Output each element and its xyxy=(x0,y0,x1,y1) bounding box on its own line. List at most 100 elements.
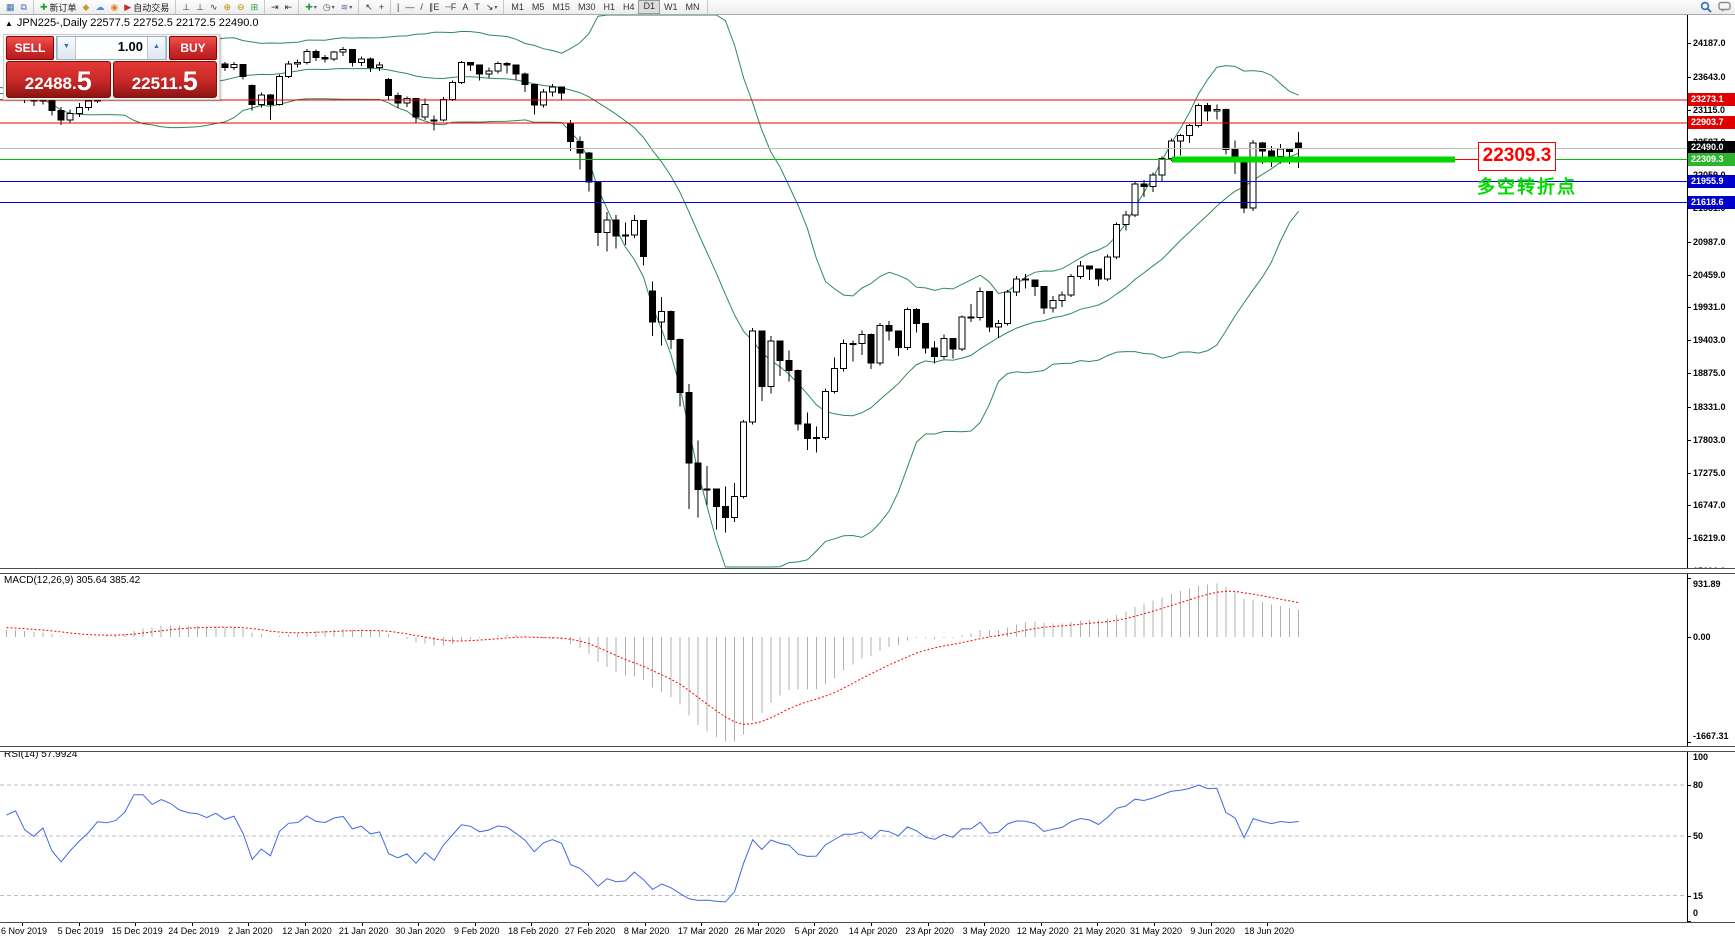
date-label[interactable]: 23 Apr 2020 xyxy=(905,926,954,936)
cloud-icon[interactable]: ☁ xyxy=(92,1,107,13)
timeframe-m30-button[interactable]: M30 xyxy=(577,2,596,12)
date-label[interactable]: 14 Apr 2020 xyxy=(848,926,898,936)
candle-body xyxy=(1222,108,1230,151)
volume-down-button[interactable]: ▼ xyxy=(57,37,76,59)
price-tick-label: 16747.0 xyxy=(1693,500,1726,511)
chevron-down-icon[interactable]: ▾ xyxy=(331,4,335,11)
tile-windows-icon[interactable]: ⊞ xyxy=(248,1,262,13)
price-axis-tick xyxy=(1687,406,1691,408)
date-label[interactable]: 21 May 2020 xyxy=(1073,926,1126,936)
trend-segment[interactable] xyxy=(1172,156,1455,163)
volume-up-button[interactable]: ▲ xyxy=(147,37,166,59)
chat-icon[interactable] xyxy=(1718,1,1731,15)
templates-icon[interactable]: ≋ ▾ xyxy=(338,1,356,13)
chevron-down-icon[interactable]: ▾ xyxy=(349,4,353,11)
date-label[interactable]: 27 Feb 2020 xyxy=(564,926,616,936)
rsi-tick-label: 15 xyxy=(1693,890,1704,901)
candle-body xyxy=(585,152,593,183)
collapse-panel-icon[interactable]: ▲ xyxy=(5,19,13,28)
candle-body xyxy=(558,86,566,94)
date-label[interactable]: 5 Dec 2019 xyxy=(57,926,104,936)
data-window-icon[interactable]: ⧉ xyxy=(18,1,30,13)
vertical-line-icon[interactable]: | xyxy=(394,1,402,13)
timeframe-w1-button[interactable]: W1 xyxy=(664,2,678,12)
text-icon: A xyxy=(462,2,469,12)
volume-value[interactable]: 1.00 xyxy=(117,39,143,54)
indicators-icon[interactable]: ✚ ▾ xyxy=(302,1,320,13)
candle-body xyxy=(221,63,229,69)
date-label[interactable]: 21 Jan 2020 xyxy=(338,926,389,936)
timeframe-mn-button[interactable]: MN xyxy=(685,2,700,12)
price-axis-line[interactable] xyxy=(1687,14,1688,923)
date-label[interactable]: 8 Mar 2020 xyxy=(623,926,670,936)
new-order-button[interactable]: ✚ 新订单 xyxy=(37,1,80,13)
zoom-in-icon: ⊕ xyxy=(223,2,232,12)
timeframe-m15-button[interactable]: M15 xyxy=(552,2,570,12)
candle-chart-type-icon[interactable]: ⊥ xyxy=(193,1,207,13)
bollinger-lower-band xyxy=(0,96,1300,568)
date-label[interactable]: 18 Feb 2020 xyxy=(508,926,559,936)
chevron-down-icon[interactable]: ▾ xyxy=(494,4,498,11)
bar-chart-type-icon[interactable]: ⊥ xyxy=(179,1,193,13)
pane-splitter-macd-rsi[interactable] xyxy=(0,746,1735,752)
metaquotes-icon[interactable]: ◆ xyxy=(80,1,93,13)
date-label[interactable]: 12 Jan 2020 xyxy=(282,926,332,936)
date-label[interactable]: 12 May 2020 xyxy=(1016,926,1069,936)
buy-price[interactable]: 22511. 5 xyxy=(112,61,217,98)
date-label[interactable]: 9 Jun 2020 xyxy=(1190,926,1235,936)
candle-body xyxy=(1049,300,1057,309)
date-label[interactable]: 31 May 2020 xyxy=(1129,926,1183,936)
auto-scroll-icon[interactable]: ⇥ xyxy=(268,1,282,13)
timeframe-h1-button[interactable]: H1 xyxy=(603,2,615,12)
chart-shift-icon[interactable]: ⇤ xyxy=(282,1,296,13)
chart-canvas[interactable] xyxy=(0,0,1687,939)
pivot-note-text[interactable]: 多空转折点 xyxy=(1477,177,1577,197)
periods-icon[interactable]: ◷ ▾ xyxy=(320,1,338,13)
date-label[interactable]: 2 Jan 2020 xyxy=(228,926,273,936)
date-label[interactable]: 18 Jun 2020 xyxy=(1244,926,1294,936)
timeframe-h4-button[interactable]: H4 xyxy=(622,2,635,12)
date-label[interactable]: 26 Mar 2020 xyxy=(734,926,786,936)
date-label[interactable]: 9 Feb 2020 xyxy=(454,926,500,936)
price-annotation-box[interactable]: 22309.3 xyxy=(1478,142,1556,171)
text-icon[interactable]: A xyxy=(459,1,471,13)
channel-icon[interactable]: ∥E xyxy=(426,1,443,13)
cursor-icon[interactable]: ↖ xyxy=(362,1,376,13)
candle-body xyxy=(1140,183,1148,187)
sell-price[interactable]: 22488. 5 xyxy=(6,61,111,98)
date-label[interactable]: 17 Mar 2020 xyxy=(677,926,729,936)
arrows-icon[interactable]: ↘ ▾ xyxy=(483,1,501,13)
date-label[interactable]: 30 Jan 2020 xyxy=(395,926,445,936)
trendline-icon[interactable]: / xyxy=(417,1,426,13)
buy-button[interactable]: BUY xyxy=(169,36,217,60)
date-label[interactable]: 6 Nov 2019 xyxy=(0,926,48,936)
pane-splitter-main-macd[interactable] xyxy=(0,568,1735,574)
date-label[interactable]: 24 Dec 2019 xyxy=(168,926,220,936)
date-label[interactable]: 5 Apr 2020 xyxy=(794,926,839,936)
label-icon[interactable]: T xyxy=(471,1,483,13)
candle-body xyxy=(894,330,902,348)
timeframe-m1-button[interactable]: M1 xyxy=(511,2,524,12)
date-axis-tick xyxy=(135,923,137,926)
fibonacci-icon[interactable]: ┄F xyxy=(442,1,459,13)
horizontal-line-icon[interactable]: — xyxy=(402,1,417,13)
date-label[interactable]: 15 Dec 2019 xyxy=(111,926,163,936)
sell-button[interactable]: SELL xyxy=(6,36,54,60)
crosshair-icon[interactable]: + xyxy=(376,1,387,13)
zoom-out-icon[interactable]: ⊖ xyxy=(234,1,248,13)
price-axis-tick xyxy=(1687,109,1691,111)
zoom-in-icon[interactable]: ⊕ xyxy=(220,1,234,13)
timeframe-d1-button[interactable]: D1 xyxy=(638,0,660,14)
date-axis-tick xyxy=(1210,923,1212,926)
timeframe-m5-button[interactable]: M5 xyxy=(531,2,545,12)
date-label[interactable]: 3 May 2020 xyxy=(962,926,1010,936)
search-icon[interactable] xyxy=(1700,1,1712,15)
signal-icon[interactable]: ◉ xyxy=(107,1,121,13)
chevron-down-icon[interactable]: ▾ xyxy=(313,4,317,11)
chart-window-icon[interactable]: ▦ xyxy=(3,1,18,13)
candle-body xyxy=(549,86,556,93)
zoom-out-icon: ⊖ xyxy=(237,2,245,12)
rsi-axis-tick xyxy=(1687,895,1691,897)
autotrading-button[interactable]: ▶ 自动交易 xyxy=(121,1,172,13)
line-chart-type-icon[interactable]: ∿ xyxy=(207,1,221,13)
